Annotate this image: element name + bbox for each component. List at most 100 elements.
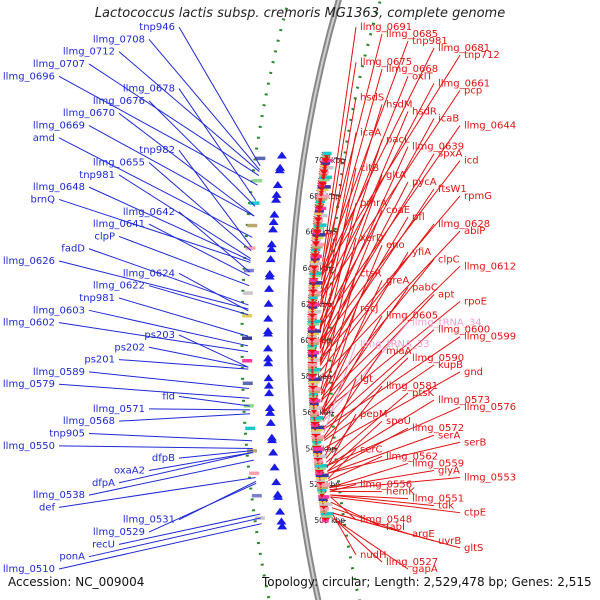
feature-block xyxy=(308,367,322,372)
left-gene-label: llmg_0648 xyxy=(33,182,85,193)
leader-line xyxy=(178,334,249,368)
leader-line xyxy=(118,297,249,337)
leader-line xyxy=(321,258,435,399)
left-gene-label: ponA xyxy=(59,552,85,563)
feature-block xyxy=(309,399,321,403)
feature-block xyxy=(308,377,322,381)
left-gene-label: llmg_0602 xyxy=(3,318,55,329)
right-gene-label: glyA xyxy=(438,465,460,476)
feature-block xyxy=(320,511,334,516)
feature-block xyxy=(308,346,316,350)
right-gene-label: uvrB xyxy=(438,536,461,547)
feature-block xyxy=(242,313,253,318)
feature-block xyxy=(245,246,256,250)
forward-strand-arrow xyxy=(271,478,282,486)
leader-line xyxy=(319,188,435,359)
right-gene-label: tnp981 xyxy=(412,36,448,47)
leader-line xyxy=(178,26,261,167)
feature-block xyxy=(308,363,318,367)
leader-line xyxy=(321,47,435,275)
left-gene-label: clpP xyxy=(94,231,115,242)
leader-line xyxy=(58,260,249,310)
right-gene-label: llmg_0572 xyxy=(412,423,464,434)
leader-line xyxy=(329,484,357,492)
leader-line xyxy=(88,63,260,176)
right-gene-label: llmg_0599 xyxy=(464,332,516,343)
leader-line xyxy=(330,494,435,507)
right-gene-label: oxlT xyxy=(412,71,434,82)
right-gene-label: llmg_0573 xyxy=(438,395,490,406)
left-gene-label: llmg_0603 xyxy=(33,305,85,316)
leader-line xyxy=(88,125,255,217)
right-gene-label: icaB xyxy=(438,114,459,125)
forward-strand-arrow xyxy=(277,522,288,530)
leader-line xyxy=(324,371,461,449)
leader-line xyxy=(319,181,409,354)
right-gene-label: hemK xyxy=(386,487,415,498)
right-gene-label: icaA xyxy=(360,128,381,139)
feature-block xyxy=(311,245,323,249)
feature-block xyxy=(308,331,320,336)
leader-line xyxy=(118,451,254,484)
leader-line xyxy=(148,223,250,277)
leader-line xyxy=(88,433,253,442)
leader-line xyxy=(319,202,357,363)
leader-line xyxy=(58,198,251,263)
leader-line xyxy=(329,476,461,491)
left-gene-label: fadD xyxy=(61,244,85,255)
feature-block xyxy=(315,473,329,478)
feature-block xyxy=(308,329,322,333)
leader-line xyxy=(327,420,383,472)
right-gene-label: hsdR xyxy=(412,106,437,117)
ruler-label: 660 kbp xyxy=(305,228,336,237)
feature-block xyxy=(308,341,320,345)
right-gene-label: serA xyxy=(438,430,460,441)
leader-line xyxy=(88,371,249,390)
leader-line xyxy=(178,88,257,201)
right-gene-label: ftsW1 xyxy=(438,184,467,195)
feature-block xyxy=(308,322,320,326)
feature-block xyxy=(310,415,324,420)
leader-line xyxy=(323,343,357,434)
forward-strand-arrow xyxy=(265,418,276,426)
leader-line xyxy=(321,308,357,416)
leader-line xyxy=(320,97,357,304)
left-gene-label: llmg_0550 xyxy=(3,441,55,452)
leader-line xyxy=(88,186,251,261)
feature-block xyxy=(311,435,325,439)
right-gene-label: llmg_0527 xyxy=(386,557,438,568)
feature-block xyxy=(314,213,328,218)
leader-line xyxy=(326,413,357,469)
ruler-tick xyxy=(334,157,347,161)
left-gene-label: llmg_0538 xyxy=(33,490,85,501)
leader-line xyxy=(88,517,261,558)
left-gene-label: oxaA2 xyxy=(114,465,145,476)
left-gene-label: llmg_0669 xyxy=(33,121,85,132)
right-gene-label: xerD xyxy=(360,233,384,244)
left-gene-label: llmg_0712 xyxy=(63,47,115,58)
right-gene-label: argE xyxy=(412,529,435,540)
reverse-strand-arrow xyxy=(312,227,323,235)
left-gene-label: tnp905 xyxy=(49,429,85,440)
right-gene-label: llmg_0628 xyxy=(438,219,490,230)
leader-line xyxy=(319,167,357,348)
leader-line xyxy=(118,413,251,422)
right-gene-label: lgt xyxy=(360,374,373,385)
left-gene-label: dfpA xyxy=(92,478,115,489)
map-title: Lactococcus lactis subsp. cremoris MG136… xyxy=(94,6,506,21)
leader-line xyxy=(178,149,252,248)
right-gene-label: kupB xyxy=(438,360,463,371)
left-gene-label: tnp981 xyxy=(79,170,115,181)
forward-strand-arrow xyxy=(263,354,274,362)
leader-line xyxy=(330,496,461,514)
leader-line xyxy=(333,518,383,563)
feature-block xyxy=(308,319,322,324)
forward-strand-arrow xyxy=(269,210,280,218)
leader-line xyxy=(329,462,409,489)
leader-line xyxy=(329,469,435,489)
ruler-tick xyxy=(325,447,338,451)
leader-line xyxy=(330,501,383,528)
right-gene-label: eno xyxy=(386,240,405,251)
right-gene-label: gltA xyxy=(386,170,406,181)
feature-block xyxy=(310,413,318,418)
